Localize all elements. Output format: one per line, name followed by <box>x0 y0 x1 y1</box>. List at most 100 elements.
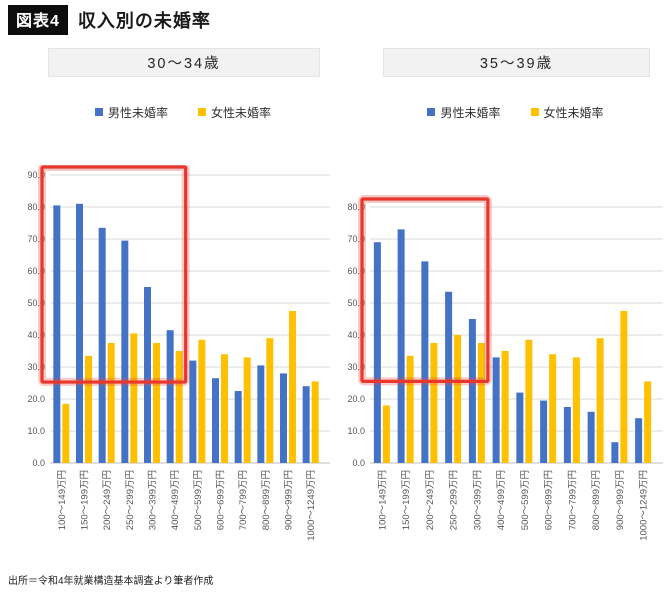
legend-label-female: 女性未婚率 <box>543 105 604 120</box>
highlight-box <box>40 165 188 384</box>
male-series-swatch-icon <box>94 108 103 116</box>
x-axis-tick-label: 150～199万円 <box>80 470 91 530</box>
x-axis-tick-label: 100～149万円 <box>377 470 388 530</box>
bar-chart-30-34: 0.0 10.0 20.0 30.0 40.0 50.0 60.0 70.0 80.0 90.0 1… <box>27 165 330 541</box>
age-group-header-30-34: 30〜34歳 <box>48 48 320 77</box>
figure-number-badge: 図表4 <box>8 5 68 35</box>
x-axis-tick-label: 400～499万円 <box>170 470 181 530</box>
bar-female-100～149万円 <box>382 405 390 463</box>
bar-female-1000～1249万円 <box>644 381 652 463</box>
bar-female-200～249万円 <box>430 343 438 463</box>
y-axis-tick-label: 50.0 <box>27 298 45 308</box>
bar-female-600～699万円 <box>221 354 228 463</box>
y-axis-tick-label: 70.0 <box>347 234 365 244</box>
bar-male-400～499万円 <box>166 330 174 463</box>
bar-female-250～299万円 <box>454 335 462 463</box>
bar-female-900～999万円 <box>620 311 628 463</box>
y-axis-tick-label: 10.0 <box>27 426 45 436</box>
chart-section-35-39: 35～39歳 男性未婚率 女性未婚率 0.0 10.0 20.0 30.0 40.0 50… <box>338 48 670 593</box>
x-axis-tick-label: 700～799万円 <box>567 470 578 530</box>
bar-male-100～149万円 <box>373 242 381 463</box>
y-axis-tick-label: 40.0 <box>347 330 365 340</box>
x-axis-tick-label: 400～499万円 <box>496 470 507 530</box>
y-axis-tick-label: 60.0 <box>27 266 45 276</box>
y-axis-tick-label: 90.0 <box>27 170 45 180</box>
legend-item-male: 男性未婚率 <box>427 104 501 121</box>
x-axis-tick-label: 600～699万円 <box>544 470 555 530</box>
y-axis-tick-label: 80.0 <box>347 202 365 212</box>
legend-label-male: 男性未婚率 <box>107 105 168 120</box>
y-axis-tick-label: 30.0 <box>27 362 45 372</box>
bar-male-150～199万円 <box>76 203 83 464</box>
bar-male-250～299万円 <box>121 240 129 463</box>
highlight-box <box>360 197 490 383</box>
bar-male-500～599万円 <box>189 360 197 463</box>
x-axis-tick-label: 500～599万円 <box>520 470 531 530</box>
x-axis-tick-label: 300～399万円 <box>472 470 483 530</box>
y-axis-tick-label: 20.0 <box>347 394 365 404</box>
bar-chart-35-39: 0.0 10.0 20.0 30.0 40.0 50.0 60.0 70.0 80.0 100～1… <box>347 195 663 541</box>
legend-30-34: 男性未婚率 女性未婚率 <box>48 103 318 121</box>
y-axis-tick-label: 20.0 <box>27 394 45 404</box>
legend-item-male: 男性未婚率 <box>94 104 168 121</box>
bar-male-1000～1249万円 <box>635 418 643 463</box>
bar-female-150～199万円 <box>406 355 414 463</box>
x-axis-tick-label: 1000～1249万円 <box>639 470 650 541</box>
bar-male-700～799万円 <box>234 391 242 463</box>
bar-female-200～249万円 <box>107 343 115 463</box>
legend-label-female: 女性未婚率 <box>211 105 272 120</box>
x-axis-tick-label: 900～999万円 <box>284 470 295 530</box>
bar-female-400～499万円 <box>175 351 183 463</box>
bar-female-700～799万円 <box>572 357 580 463</box>
bar-female-800～899万円 <box>266 338 274 463</box>
bar-female-600～699万円 <box>549 354 557 463</box>
bar-male-200～249万円 <box>98 227 106 463</box>
legend-label-male: 男性未婚率 <box>440 105 501 120</box>
charts-row: 30〜34歳 男性未婚率 女性未婚率 0.0 10.0 20.0 30.0 40.0 50… <box>0 48 670 593</box>
bar-male-800～899万円 <box>257 365 265 463</box>
legend-35-39: 男性未婚率 女性未婚率 <box>383 103 648 121</box>
bar-female-250～299万円 <box>130 333 138 463</box>
bar-female-300～399万円 <box>477 343 485 463</box>
bar-male-100～149万円 <box>53 205 61 463</box>
female-series-swatch-icon <box>198 108 206 116</box>
y-axis-tick-label: 0.0 <box>352 458 365 468</box>
female-series-swatch-icon <box>530 108 539 116</box>
bar-male-300～399万円 <box>144 287 151 463</box>
male-series-swatch-icon <box>427 108 436 116</box>
bar-male-900～999万円 <box>611 442 619 463</box>
x-axis-tick-label: 900～999万円 <box>615 470 626 530</box>
x-axis-tick-label: 200～249万円 <box>425 470 436 530</box>
bar-female-300～399万円 <box>153 343 160 463</box>
y-axis-tick-label: 80.0 <box>27 202 45 212</box>
y-axis-tick-label: 30.0 <box>347 362 365 372</box>
bar-female-500～599万円 <box>525 339 533 463</box>
x-axis-tick-label: 1000～1249万円 <box>306 470 317 541</box>
y-axis-tick-label: 70.0 <box>27 234 45 244</box>
bar-female-800～899万円 <box>596 338 604 463</box>
x-axis-tick-label: 150～199万円 <box>401 470 412 530</box>
bar-male-600～699万円 <box>540 400 548 463</box>
x-axis-tick-label: 200～249万円 <box>102 470 113 530</box>
bar-male-200～249万円 <box>421 261 429 463</box>
bar-female-700～799万円 <box>243 357 251 463</box>
bar-male-300～399万円 <box>468 319 476 463</box>
bar-male-1000～1249万円 <box>302 386 310 463</box>
legend-item-female: 女性未婚率 <box>530 104 604 121</box>
age-group-header-35-39: 35～39歳 <box>383 48 650 77</box>
x-axis-tick-label: 500～599万円 <box>193 470 204 530</box>
x-axis-tick-label: 300～399万円 <box>148 470 159 530</box>
age-group-label: 35～39歳 <box>479 56 554 72</box>
x-axis-tick-label: 600～699万円 <box>216 470 227 530</box>
y-axis-tick-label: 10.0 <box>347 426 365 436</box>
bar-female-400～499万円 <box>501 351 509 463</box>
source-attribution: 出所＝令和4年就業構造基本調査より筆者作成 <box>8 576 214 587</box>
bar-male-150～199万円 <box>397 229 405 463</box>
bar-female-150～199万円 <box>85 355 92 463</box>
x-axis-tick-label: 100～149万円 <box>57 470 68 530</box>
bar-female-900～999万円 <box>289 311 296 463</box>
x-axis-tick-label: 250～299万円 <box>125 470 136 530</box>
x-axis-tick-label: 250～299万円 <box>449 470 460 530</box>
x-axis-tick-label: 800～899万円 <box>261 470 272 530</box>
